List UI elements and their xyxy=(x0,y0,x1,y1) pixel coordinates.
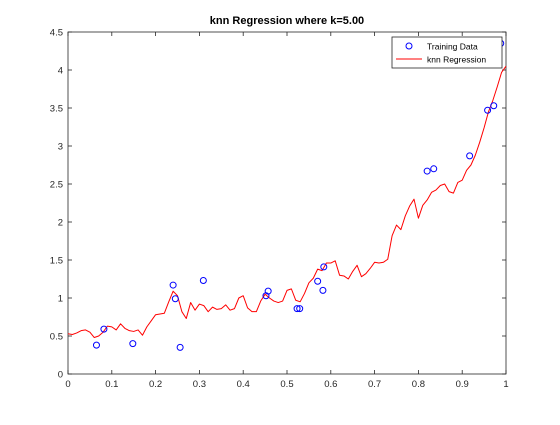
y-tick-label: 1.5 xyxy=(50,256,63,267)
x-tick-label: 0 xyxy=(65,379,70,390)
training-data-point xyxy=(199,277,207,285)
y-tick-label: 4.5 xyxy=(50,28,63,39)
plot-area: 0 0.1 0.2 0.3 0.4 0.5 0.6 0.7 0.8 0.9 1 0 0.5 1 1.5 2 2.… xyxy=(50,28,509,391)
legend-label: knn Regression xyxy=(427,54,486,64)
training-data-point xyxy=(100,325,108,333)
training-data-point xyxy=(293,305,301,313)
x-tick-label: 0.4 xyxy=(237,379,250,390)
chart-title: knn Regression where k=5.00 xyxy=(210,15,364,27)
legend: Training Data knn Regression xyxy=(391,36,503,69)
training-data-point xyxy=(92,341,100,349)
y-tick-label: 0 xyxy=(58,370,63,381)
training-data-point xyxy=(430,165,438,173)
training-data-point xyxy=(484,106,492,114)
y-tick-label: 0.5 xyxy=(50,332,63,343)
y-tick-label: 4 xyxy=(58,66,63,77)
training-data-point xyxy=(296,305,304,313)
training-data-point xyxy=(129,340,137,348)
x-tick-label: 0.7 xyxy=(368,379,381,390)
legend-box xyxy=(391,36,503,69)
x-tick-label: 1 xyxy=(503,379,508,390)
y-tick-label: 3 xyxy=(58,142,63,153)
x-tick-label: 0.2 xyxy=(149,379,162,390)
series-group xyxy=(67,39,507,351)
x-tick-label: 0.8 xyxy=(412,379,425,390)
training-data-point xyxy=(171,295,179,303)
training-data-point xyxy=(169,281,177,289)
y-tick-label: 2 xyxy=(58,218,63,229)
training-data-point xyxy=(466,152,474,160)
training-data-point xyxy=(314,277,322,285)
training-data-point xyxy=(320,263,328,271)
y-tick-label: 1 xyxy=(58,294,63,305)
x-tick-label: 0.1 xyxy=(105,379,118,390)
legend-marker-training-data xyxy=(405,42,413,50)
x-tick-label: 0.3 xyxy=(193,379,206,390)
x-tick-label: 0.5 xyxy=(280,379,293,390)
training-data-point xyxy=(264,287,272,295)
y-tick-label: 3.5 xyxy=(50,104,63,115)
y-tick-label: 2.5 xyxy=(50,180,63,191)
training-data-point xyxy=(319,286,327,294)
legend-label: Training Data xyxy=(427,41,478,51)
training-data-point xyxy=(423,167,431,175)
training-data-point xyxy=(490,102,498,110)
x-tick-label: 0.6 xyxy=(324,379,337,390)
knn-regression-line xyxy=(67,65,507,339)
training-data-point xyxy=(176,343,184,351)
x-tick-label: 0.9 xyxy=(456,379,469,390)
